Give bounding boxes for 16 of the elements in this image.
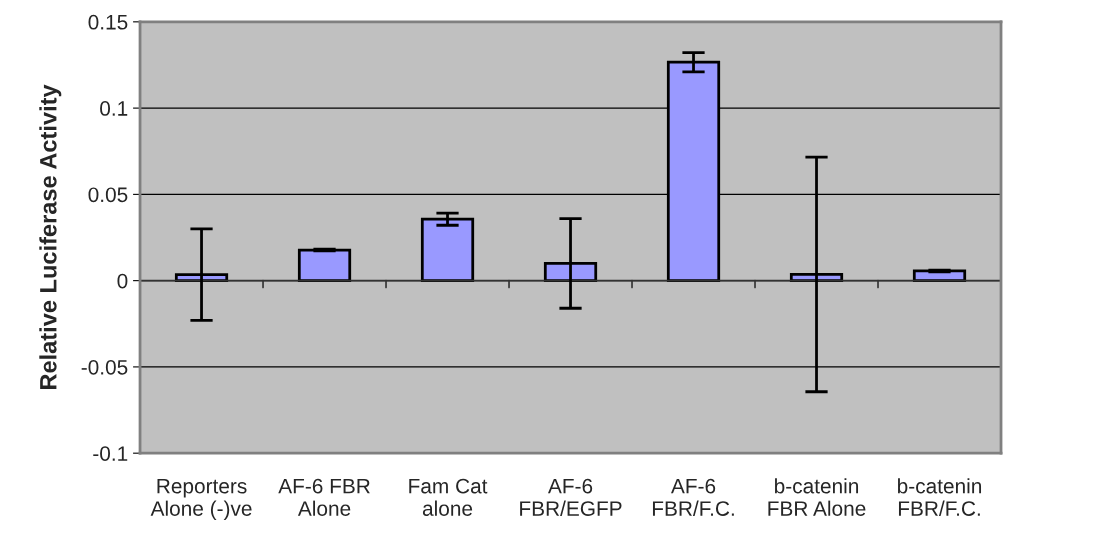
y-tick-label: 0.05 xyxy=(88,187,128,203)
y-tick-label: 0.1 xyxy=(100,101,128,116)
y-tick-label: 0 xyxy=(117,273,128,289)
y-tick-label: 0.15 xyxy=(88,14,128,30)
x-tick-label: AF-6 FBR Alone xyxy=(278,478,370,516)
x-tick-label: AF-6 FBR/EGFP xyxy=(520,478,622,516)
y-axis-title: Relative Luciferase Activity xyxy=(39,84,62,390)
bar xyxy=(420,217,475,283)
y-tick-label: -0.05 xyxy=(81,359,128,375)
x-tick-label: Fam Cat alone xyxy=(409,478,488,516)
x-tick-label: AF-6 FBR/F.C. xyxy=(652,478,734,516)
x-tick-label: Reporters Alone (-)ve xyxy=(150,478,252,521)
x-tick-label: b-catenin FBR/F.C. xyxy=(898,478,982,516)
x-tick-label: b-catenin FBR Alone xyxy=(768,478,866,516)
bar xyxy=(297,248,352,283)
y-tick-label: -0.1 xyxy=(93,446,128,461)
